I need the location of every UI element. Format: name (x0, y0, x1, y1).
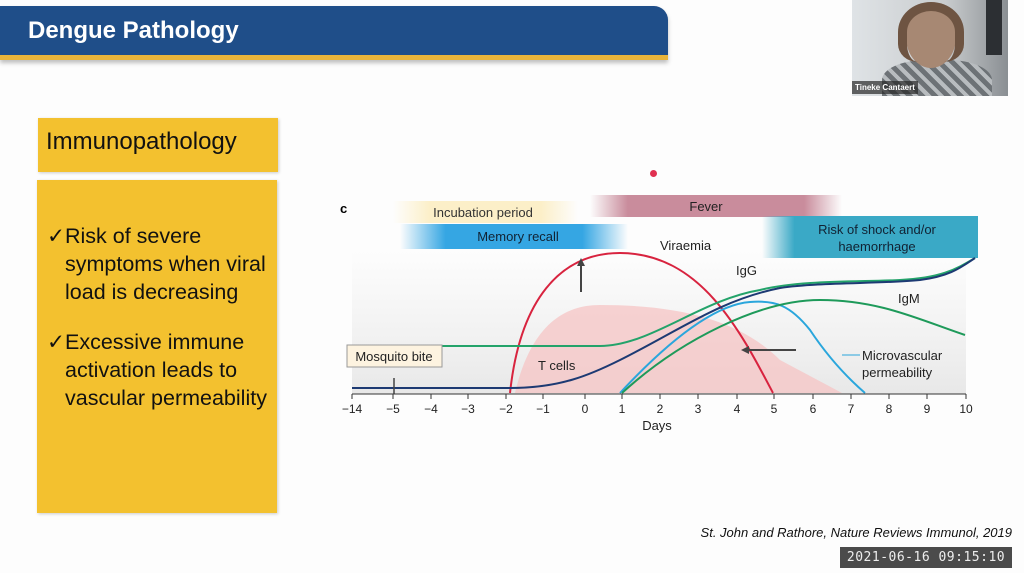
check-icon: ✓ (47, 224, 66, 248)
x-tick-label: −4 (424, 402, 438, 416)
igm-label: IgM (898, 291, 920, 306)
participant-name: Tineke Cantaert (852, 81, 918, 94)
x-tick-label: 0 (582, 402, 589, 416)
microvascular-label-2: permeability (862, 365, 933, 380)
igm-curve (621, 298, 966, 394)
memory-recall-label: Memory recall (477, 229, 559, 244)
t-cells-curve (352, 257, 976, 389)
slide-title: Dengue Pathology (28, 17, 239, 44)
recording-timestamp: 2021-06-16 09:15:10 (840, 547, 1012, 568)
risk-label-2: haemorrhage (838, 239, 915, 254)
igg-label: IgG (736, 263, 757, 278)
check-icon: ✓ (47, 330, 66, 354)
citation: St. John and Rathore, Nature Reviews Imm… (700, 525, 1012, 540)
up-arrow-head (577, 258, 585, 266)
section-heading-box: Immunopathology (38, 118, 278, 172)
risk-banner (762, 216, 978, 258)
participant-video[interactable]: Tineke Cantaert (852, 0, 1008, 96)
x-tick-label: 6 (810, 402, 817, 416)
bullet-item: ✓ Excessive immune activation leads to va… (47, 328, 267, 412)
x-tick-label: 7 (848, 402, 855, 416)
x-tick-label: −1 (536, 402, 550, 416)
video-background-object (986, 0, 1002, 55)
fever-label: Fever (689, 199, 723, 214)
slide-title-bar: Dengue Pathology (0, 6, 668, 60)
fever-banner (590, 195, 842, 217)
microvascular-label-1: Microvascular (862, 348, 943, 363)
x-tick-label: 10 (959, 402, 973, 416)
microvascular-permeability-curve (619, 300, 866, 394)
x-tick-label: 3 (695, 402, 702, 416)
bullet-text: Excessive immune activation leads to vas… (65, 330, 267, 410)
x-tick-label: −5 (386, 402, 400, 416)
section-heading: Immunopathology (46, 128, 237, 155)
igg-curve (352, 257, 976, 347)
x-tick-label: −3 (461, 402, 475, 416)
incubation-label: Incubation period (433, 205, 533, 220)
x-tick-label: 1 (619, 402, 626, 416)
x-tick-label: −14 (342, 402, 363, 416)
x-axis-label: Days (642, 418, 672, 433)
viraemia-curve (509, 251, 774, 394)
x-tick-label: 5 (771, 402, 778, 416)
participant-hair (898, 2, 964, 62)
mosquito-bite-box (346, 344, 443, 368)
x-tick-label: −2 (499, 402, 513, 416)
x-tick-label: 4 (734, 402, 741, 416)
x-tick-label: 2 (657, 402, 664, 416)
left-arrow-head (741, 346, 749, 354)
bullet-box: ✓ Risk of severe symptoms when viral load… (37, 180, 277, 513)
dengue-timeline-figure: c Incubation period Fever Memory recall … (340, 195, 978, 433)
x-tick-label: 8 (886, 402, 893, 416)
t-cells-label: T cells (538, 358, 576, 373)
memory-recall-banner (400, 224, 628, 249)
bullet-text: Risk of severe symptoms when viral load … (65, 224, 266, 304)
panel-letter: c (340, 201, 347, 216)
mosquito-bite-label: Mosquito bite (355, 349, 432, 364)
x-tick-label: 9 (924, 402, 931, 416)
risk-label-1: Risk of shock and/or (818, 222, 936, 237)
laser-pointer (650, 170, 657, 177)
viraemia-label: Viraemia (660, 238, 712, 253)
incubation-banner (393, 201, 578, 223)
bullet-item: ✓ Risk of severe symptoms when viral load… (47, 222, 267, 306)
